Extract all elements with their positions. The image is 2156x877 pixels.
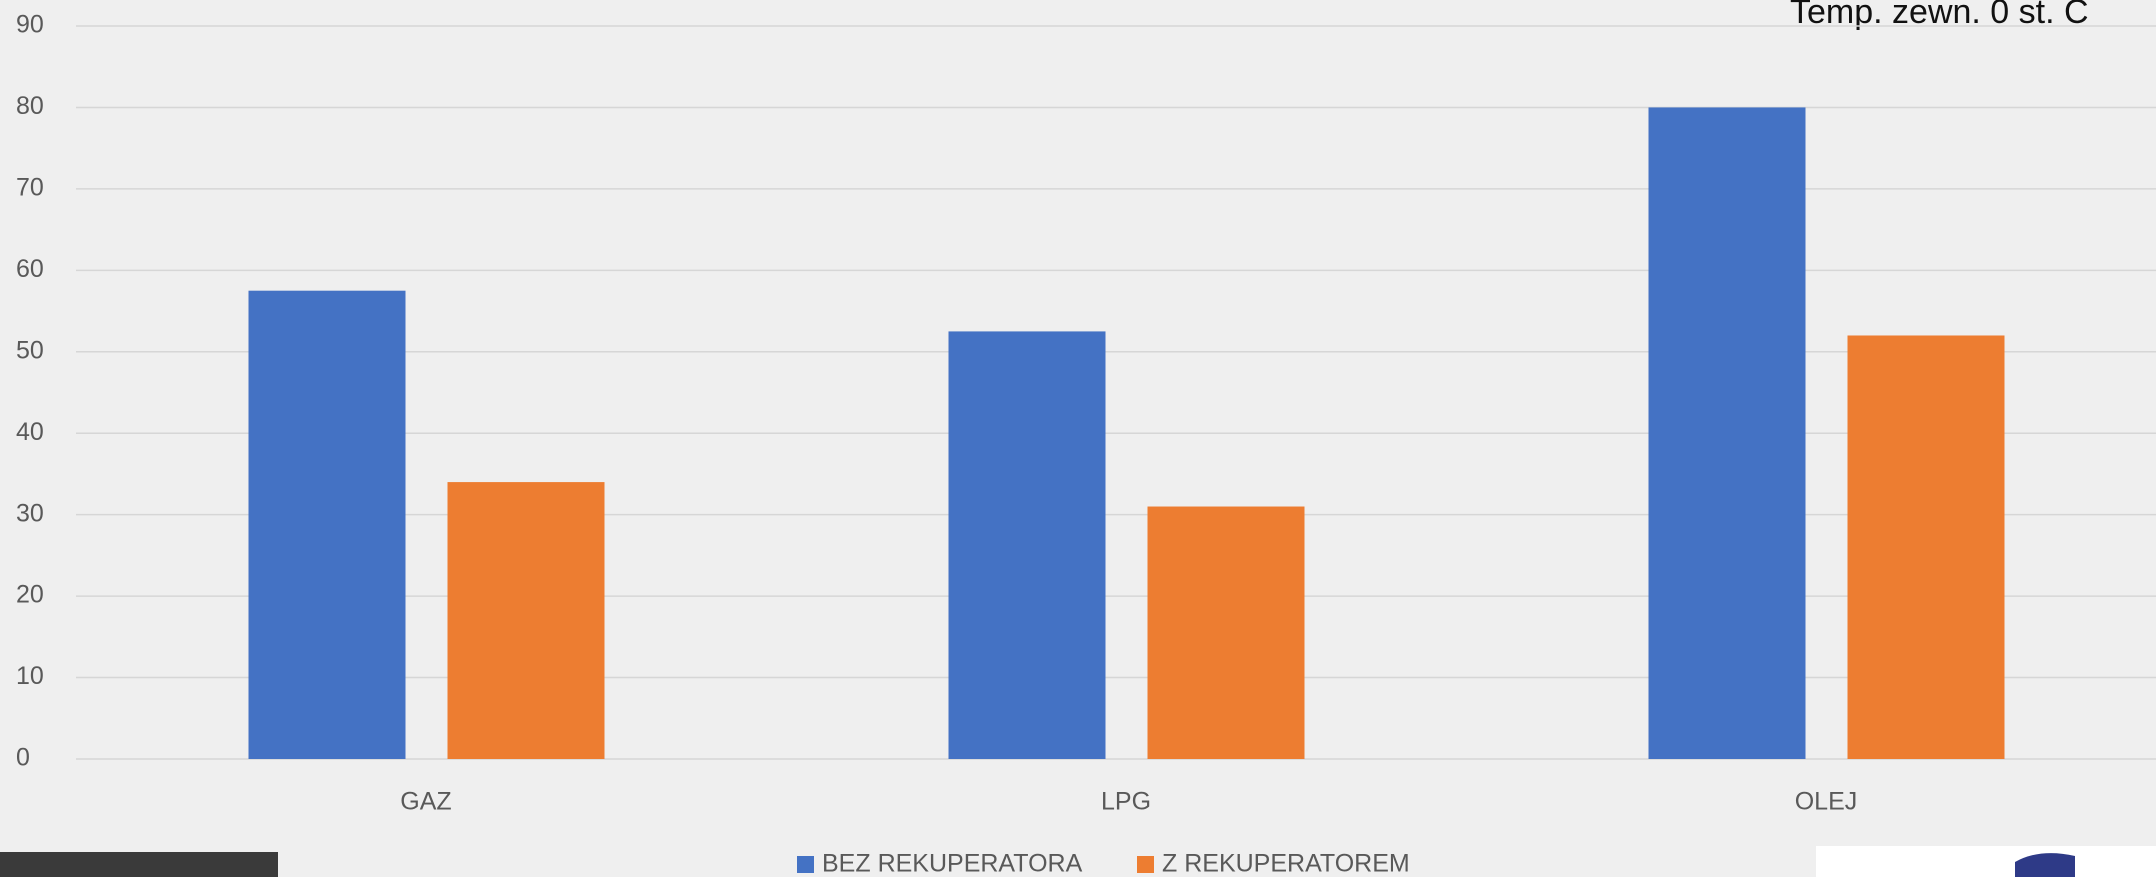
- legend-swatch: [1137, 856, 1154, 873]
- footer-block: [0, 852, 278, 877]
- y-tick-label: 90: [16, 11, 44, 39]
- page: {"chart_data": {"type": "bar", "title": …: [0, 0, 2156, 877]
- bar: [1848, 335, 2005, 759]
- y-tick-label: 10: [16, 662, 44, 690]
- y-tick-label: 50: [16, 336, 44, 364]
- y-tick-label: 70: [16, 173, 44, 201]
- x-tick-label: LPG: [1101, 788, 1151, 816]
- y-tick-label: 80: [16, 92, 44, 120]
- legend-label: BEZ REKUPERATORA: [822, 850, 1083, 877]
- y-tick-label: 60: [16, 255, 44, 283]
- bar: [1148, 507, 1305, 759]
- y-tick-label: 40: [16, 418, 44, 446]
- x-tick-label: OLEJ: [1795, 788, 1858, 816]
- chart: Temp. zewn. 0 st. C 0102030405060708090G…: [0, 0, 2156, 877]
- logo-box: [1816, 846, 2156, 877]
- y-tick-label: 0: [16, 744, 30, 772]
- y-tick-label: 30: [16, 499, 44, 527]
- bar: [1649, 107, 1806, 759]
- legend-swatch: [797, 856, 814, 873]
- y-tick-label: 20: [16, 581, 44, 609]
- bar: [249, 291, 406, 759]
- bar: [448, 482, 605, 759]
- bar: [949, 331, 1106, 759]
- x-tick-label: GAZ: [400, 788, 451, 816]
- legend-label: Z REKUPERATOREM: [1162, 850, 1410, 877]
